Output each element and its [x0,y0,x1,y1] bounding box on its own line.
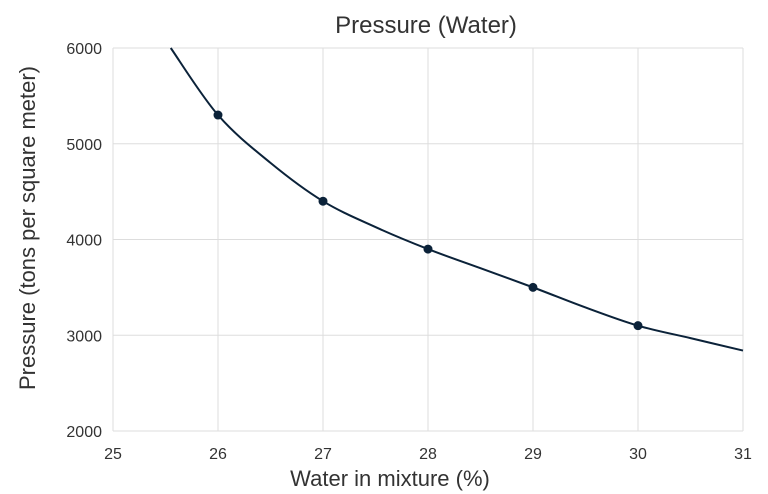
x-tick-label: 25 [104,446,122,463]
x-tick-label: 31 [734,446,752,463]
y-tick-labels: 2000 3000 4000 5000 6000 [66,41,102,441]
y-tick-label: 5000 [66,137,102,154]
x-tick-label: 26 [209,446,227,463]
y-axis-label: Pressure (tons per square meter) [15,66,40,390]
series-line [169,47,744,352]
x-axis-label: Water in mixture (%) [290,466,490,491]
data-point [528,282,538,292]
x-tick-label: 27 [314,446,332,463]
grid [112,47,744,432]
x-tick-labels: 25 26 27 28 29 30 31 [104,446,752,463]
x-tick-label: 30 [629,446,647,463]
y-tick-label: 3000 [66,328,102,345]
data-point [318,196,328,206]
x-tick-label: 29 [524,446,542,463]
chart-title: Pressure (Water) [335,12,517,39]
x-tick-label: 28 [419,446,437,463]
data-point [423,244,433,254]
data-point [213,110,223,120]
data-point [633,321,643,331]
y-tick-label: 4000 [66,233,102,250]
y-tick-label: 6000 [66,41,102,58]
y-tick-label: 2000 [66,424,102,441]
data-points [213,110,643,331]
